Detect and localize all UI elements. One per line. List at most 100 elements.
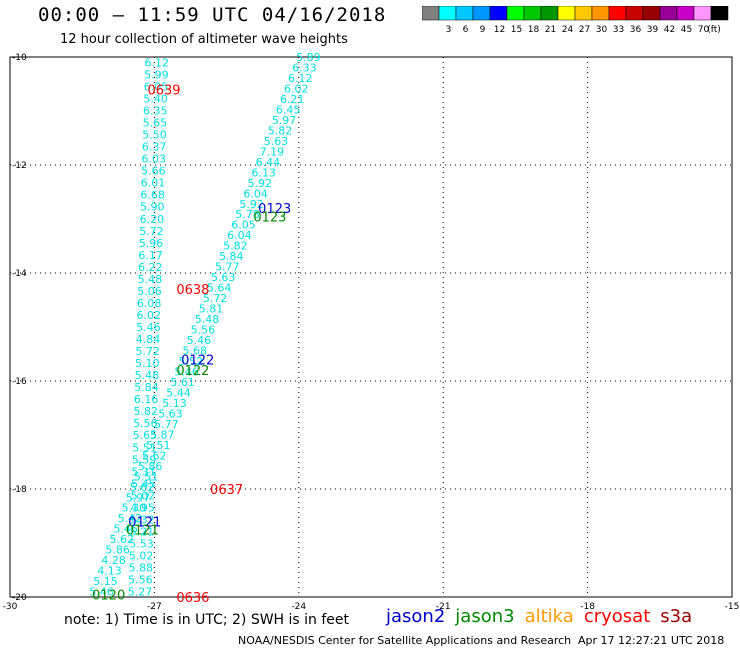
swh-value: 5.48 [195, 313, 220, 326]
lat-tick-label: -20 [12, 593, 27, 603]
lat-tick-label: -12 [12, 161, 27, 171]
pass-time-label: 0639 [147, 83, 180, 98]
scale-tick-label: 18 [528, 25, 540, 35]
pass-time-label: 0122 [181, 353, 214, 368]
swh-value: 5.99 [144, 68, 169, 81]
swh-value: 4.13 [97, 565, 122, 578]
scale-tick-label: 3 [446, 25, 452, 35]
pass-time-label: 0637 [210, 483, 243, 498]
units-note: note: 1) Time is in UTC; 2) SWH is in fe… [64, 612, 350, 628]
pass-time-label: 0636 [176, 591, 209, 606]
swh-value: 5.66 [141, 165, 166, 178]
swh-value: 6.68 [140, 189, 165, 202]
swh-value: 5.84 [219, 250, 244, 263]
swh-value: 6.20 [140, 213, 165, 226]
lon-tick-label: -21 [436, 602, 451, 612]
pass-time-label: 0123 [253, 210, 286, 225]
legend-item-jason3: jason3 [455, 606, 515, 627]
swh-value: 5.78 [235, 208, 260, 221]
swh-value: 5.68 [183, 345, 208, 358]
scale-tick-label: 36 [630, 25, 642, 35]
wave-height-map: -30 -27 -24 -21 -18 -15 -10 -12 -14 -16 -18 -20 6.12… [3, 51, 740, 612]
swh-value: 6.01 [141, 177, 166, 190]
swh-value: 6.16 [134, 393, 159, 406]
swh-value: 5.30 [122, 502, 147, 515]
lat-tick-label: -16 [12, 377, 27, 387]
swh-value: 5.59 [132, 453, 157, 466]
swh-value: 5.48 [135, 369, 160, 382]
swh-value: 5.02 [129, 550, 154, 563]
swh-value: 5.21 [130, 525, 155, 538]
pass-time-label: 0121 [126, 524, 159, 539]
swh-value: 5.02 [131, 489, 156, 502]
swh-value: 6.05 [144, 80, 169, 93]
scale-tick-label: 9 [480, 25, 486, 35]
swh-value: 5.27 [128, 586, 153, 599]
credit-line: NOAA/NESDIS Center for Satellite Applica… [238, 634, 572, 647]
swh-value: 5.65 [133, 429, 158, 442]
swh-value: 5.82 [133, 405, 158, 418]
scale-tick-label: 12 [494, 25, 505, 35]
swh-value: 5.87 [150, 428, 175, 441]
lon-tick-label: -27 [147, 602, 162, 612]
swh-value: 5.56 [191, 324, 216, 337]
swh-value: 6.02 [137, 309, 162, 322]
lon-tick-label: -15 [725, 602, 740, 612]
scale-tick-label: 30 [596, 25, 608, 35]
swh-value: 6.37 [142, 141, 167, 154]
swh-value: 5.44 [166, 386, 191, 399]
swh-value: 5.46 [174, 365, 199, 378]
swh-value: 6.12 [145, 56, 170, 69]
legend-item-jason2: jason2 [386, 606, 446, 627]
swh-value: 6.13 [252, 166, 277, 179]
legend-item-altika: altika [524, 606, 574, 627]
scale-tick-label: 70 [698, 25, 710, 35]
pass-time-label: 0123 [258, 202, 291, 217]
swh-value: 6.35 [143, 105, 168, 118]
swh-value: 5.72 [203, 292, 228, 305]
swh-value: 7.19 [260, 145, 285, 158]
swh-value: 6.33 [292, 61, 317, 74]
swh-value: 5.46 [187, 334, 212, 347]
swh-value: 5.77 [215, 261, 240, 274]
scale-tick-label: 21 [545, 25, 556, 35]
swh-value: 5.84 [134, 381, 159, 394]
scale-tick-label: 33 [613, 25, 624, 35]
swh-value: 5.63 [158, 407, 183, 420]
swh-value: 5.40 [143, 92, 168, 105]
swh-value: 6.21 [280, 93, 305, 106]
swh-value: 5.92 [239, 198, 264, 211]
swh-value: 5.65 [143, 117, 168, 130]
swh-value: 5.64 [207, 282, 232, 295]
swh-value: 6.44 [256, 156, 281, 169]
swh-value: 5.45 [131, 477, 156, 490]
swh-value: 5.86 [138, 460, 163, 473]
lat-tick-label: -18 [12, 485, 27, 495]
swh-value: 5.32 [130, 513, 155, 526]
swh-value: 6.04 [227, 229, 252, 242]
swh-value: 5.96 [139, 237, 164, 250]
swh-value: 5.48 [138, 273, 163, 286]
swh-value: 5.10 [135, 357, 160, 370]
swh-value: 5.86 [105, 544, 130, 557]
scale-tick-label: 42 [664, 25, 675, 35]
lon-tick-label: -30 [3, 602, 18, 612]
swh-value: 6.22 [138, 261, 163, 274]
swh-value: 4.95 [130, 501, 155, 514]
lat-tick-label: -10 [12, 53, 27, 63]
lat-tick-label: -14 [12, 269, 27, 279]
generation-timestamp: Apr 17 12:27:21 UTC 2018 [578, 634, 725, 647]
map-title: 00:00 – 11:59 UTC 04/16/2018 [38, 4, 387, 26]
swh-value: 6.08 [137, 297, 162, 310]
swh-value: 5.89 [296, 51, 321, 64]
pass-time-label: 0122 [176, 364, 209, 379]
swh-value: 5.97 [126, 491, 151, 504]
swh-value: 4.28 [101, 554, 126, 567]
swh-value: 5.62 [130, 481, 155, 494]
pass-time-label: 0638 [176, 283, 209, 298]
swh-value: 5.52 [178, 355, 203, 368]
swh-value: 5.72 [135, 345, 160, 358]
swh-value: 5.51 [134, 470, 159, 483]
swh-value: 5.62 [109, 533, 134, 546]
swh-value: 6.02 [284, 82, 309, 95]
